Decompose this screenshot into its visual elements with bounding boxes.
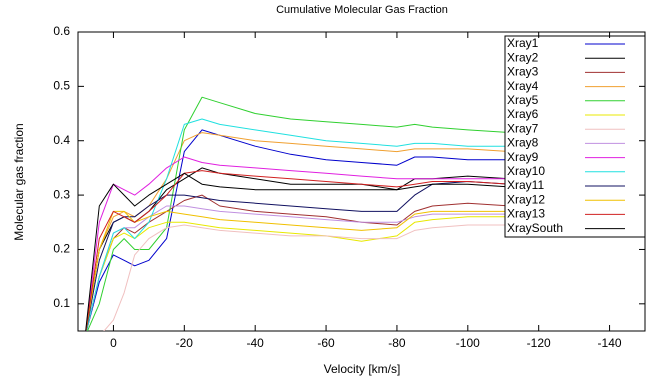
y-tick-label: 0.4 <box>53 133 70 147</box>
series-line <box>85 129 511 331</box>
legend-label: XraySouth <box>507 221 563 235</box>
series-line <box>85 172 511 331</box>
y-tick-label: 0.6 <box>53 24 70 38</box>
y-tick-label: 0.5 <box>53 79 70 93</box>
legend-label: Xray9 <box>507 150 539 164</box>
x-axis-label: Velocity [km/s] <box>324 362 401 376</box>
series-line <box>85 216 511 331</box>
series-line <box>86 96 511 331</box>
legend-label: Xray13 <box>507 207 545 221</box>
legend-label: Xray7 <box>507 121 539 135</box>
legend-box <box>504 35 646 238</box>
y-tick-label: 0.3 <box>53 187 70 201</box>
series-line <box>85 167 511 331</box>
legend-label: Xray1 <box>507 36 539 50</box>
y-tick-label: 0.2 <box>53 242 70 256</box>
legend-label: Xray6 <box>507 107 539 121</box>
legend-label: Xray3 <box>507 65 539 79</box>
legend-label: Xray10 <box>507 164 545 178</box>
series-line <box>85 156 511 331</box>
legend-label: Xray5 <box>507 93 539 107</box>
series-line <box>85 170 511 331</box>
series-line <box>103 224 511 331</box>
legend-label: Xray4 <box>507 79 539 93</box>
y-tick-label: 0.1 <box>53 296 70 310</box>
x-tick-label: -40 <box>247 336 265 350</box>
series-line <box>85 118 511 331</box>
y-axis-label: Molecular gas fraction <box>12 123 26 240</box>
x-tick-label: -60 <box>317 336 335 350</box>
legend-label: Xray11 <box>507 178 544 192</box>
legend-label: Xray2 <box>507 50 539 64</box>
legend-label: Xray12 <box>507 192 545 206</box>
series-line <box>85 132 511 331</box>
chart-title: Cumulative Molecular Gas Fraction <box>276 4 448 16</box>
x-tick-label: -140 <box>598 336 622 350</box>
x-tick-label: -100 <box>456 336 480 350</box>
x-tick-label: -120 <box>527 336 551 350</box>
series-line <box>85 210 511 331</box>
x-tick-label: -80 <box>388 336 406 350</box>
x-tick-label: 0 <box>110 336 117 350</box>
legend-label: Xray8 <box>507 136 539 150</box>
x-tick-label: -20 <box>176 336 194 350</box>
lines <box>85 96 511 331</box>
